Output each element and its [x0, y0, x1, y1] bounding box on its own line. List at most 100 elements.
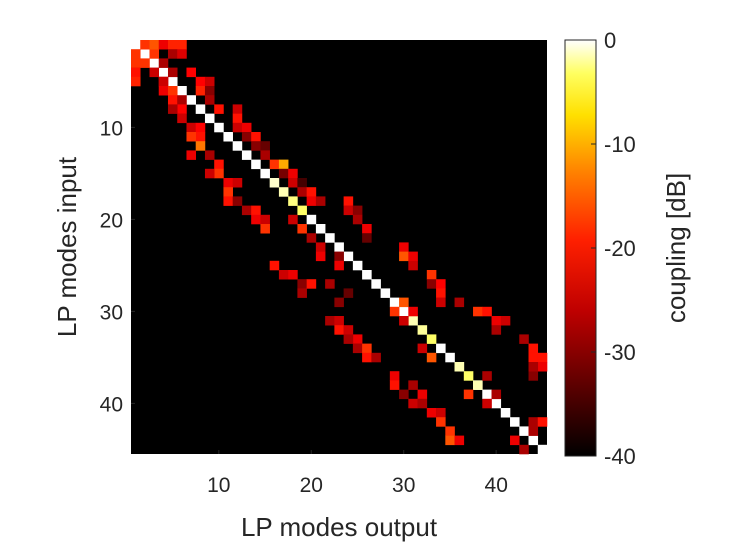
- heatmap-cell: [131, 76, 141, 87]
- heatmap-cell: [315, 196, 326, 206]
- heatmap-cell: [436, 288, 446, 298]
- heatmap-cell: [417, 398, 428, 409]
- heatmap-cell: [177, 104, 187, 114]
- heatmap-cell: [149, 58, 160, 68]
- y-tick-label: 10: [100, 117, 123, 140]
- heatmap-cell: [297, 224, 307, 234]
- heatmap-cell: [223, 132, 233, 142]
- heatmap-cell: [195, 132, 206, 142]
- heatmap-cell: [204, 168, 215, 179]
- heatmap-cell: [167, 49, 178, 59]
- heatmap-cell: [426, 352, 437, 363]
- heatmap-cell: [408, 398, 418, 409]
- heatmap-cell: [167, 95, 178, 105]
- heatmap-cell: [436, 408, 446, 418]
- heatmap-cell: [306, 233, 317, 243]
- heatmap-cell: [204, 95, 215, 105]
- heatmap-cell: [195, 104, 206, 114]
- heatmap-cell: [269, 260, 280, 271]
- heatmap-cell: [325, 279, 335, 289]
- heatmap-cell: [186, 95, 197, 105]
- heatmap-cell: [408, 260, 418, 271]
- heatmap-cell: [186, 150, 197, 160]
- heatmap-cell: [204, 76, 215, 87]
- heatmap-cell: [399, 389, 409, 400]
- y-tick-label: 40: [100, 393, 123, 416]
- heatmap-cell: [491, 389, 502, 400]
- heatmap-cell: [315, 224, 326, 234]
- heatmap-cell: [306, 196, 317, 206]
- heatmap-cell: [140, 58, 150, 68]
- colorbar-tick-label: -30: [604, 340, 636, 365]
- heatmap-cell: [158, 67, 169, 78]
- heatmap-cell: [223, 187, 233, 197]
- heatmap-cell: [389, 380, 400, 390]
- heatmap-cell: [195, 86, 206, 96]
- heatmap-cell: [482, 389, 492, 400]
- heatmap-cell: [528, 426, 539, 436]
- heatmap-cell: [260, 141, 270, 151]
- heatmap-cell: [241, 205, 252, 216]
- heatmap-cell: [288, 196, 298, 206]
- x-tick-label: 20: [300, 474, 323, 497]
- heatmap-cell: [482, 371, 492, 381]
- heatmap-cell: [158, 58, 169, 68]
- heatmap-cell: [436, 343, 446, 354]
- heatmap-cell: [528, 435, 539, 446]
- heatmap-cell: [463, 389, 474, 400]
- heatmap-cell: [251, 214, 261, 225]
- heatmap-cell: [241, 132, 252, 142]
- heatmap-cell: [149, 67, 160, 78]
- heatmap-cell: [528, 362, 539, 372]
- heatmap-cell: [510, 435, 520, 446]
- heatmap-cell: [306, 187, 317, 197]
- y-tick-label: 30: [100, 301, 123, 324]
- heatmap-cell: [297, 205, 307, 216]
- heatmap-cell: [519, 426, 529, 436]
- heatmap-cell: [297, 178, 307, 188]
- heatmap-cell: [177, 40, 187, 50]
- heatmap-cell: [426, 279, 437, 289]
- heatmap-cell: [436, 297, 446, 308]
- heatmap-cell: [334, 316, 344, 326]
- heatmap-cell: [352, 343, 363, 354]
- heatmap-cell: [260, 168, 270, 179]
- colorbar-ticks: 0 -10 -20 -30 -40: [591, 28, 636, 469]
- x-tick-label: 30: [392, 474, 415, 497]
- heatmap-cell: [343, 205, 354, 216]
- heatmap-cell: [334, 325, 344, 335]
- heatmap-cell: [528, 343, 539, 354]
- colorbar-tick-label: -20: [604, 236, 636, 261]
- heatmap-cell: [399, 316, 409, 326]
- heatmap-cell: [491, 316, 502, 326]
- heatmap-cell: [537, 444, 548, 455]
- heatmap-cell: [167, 40, 178, 50]
- heatmap-cell: [334, 260, 344, 271]
- heatmap-cell: [214, 122, 224, 133]
- heatmap-cell: [371, 352, 381, 363]
- heatmap-cell: [167, 104, 178, 114]
- heatmap-cell: [473, 380, 483, 390]
- heatmap-cell: [537, 417, 548, 427]
- heatmap-cell: [306, 279, 317, 289]
- heatmap-cell: [473, 306, 483, 317]
- heatmap-cell: [445, 435, 455, 446]
- heatmap-cell: [288, 214, 298, 225]
- heatmap-cell: [149, 40, 160, 50]
- colorbar-tick-label: 0: [604, 28, 616, 53]
- heatmap-cell: [528, 417, 539, 427]
- heatmap-cell: [537, 362, 548, 372]
- colorbar: 0 -10 -20 -30 -40 coupling [dB]: [564, 28, 691, 469]
- heatmap-cell: [343, 288, 354, 298]
- heatmap-cell: [343, 251, 354, 262]
- heatmap-cell: [140, 40, 150, 50]
- heatmap-cell: [500, 316, 511, 326]
- heatmap-cell: [131, 67, 141, 78]
- colorbar-gradient: [564, 39, 597, 457]
- heatmap-cell: [204, 86, 215, 96]
- heatmap-cell: [297, 288, 307, 298]
- heatmap-cell: [491, 325, 502, 335]
- heatmap-cell: [389, 371, 400, 381]
- heatmap-cell: [278, 270, 289, 280]
